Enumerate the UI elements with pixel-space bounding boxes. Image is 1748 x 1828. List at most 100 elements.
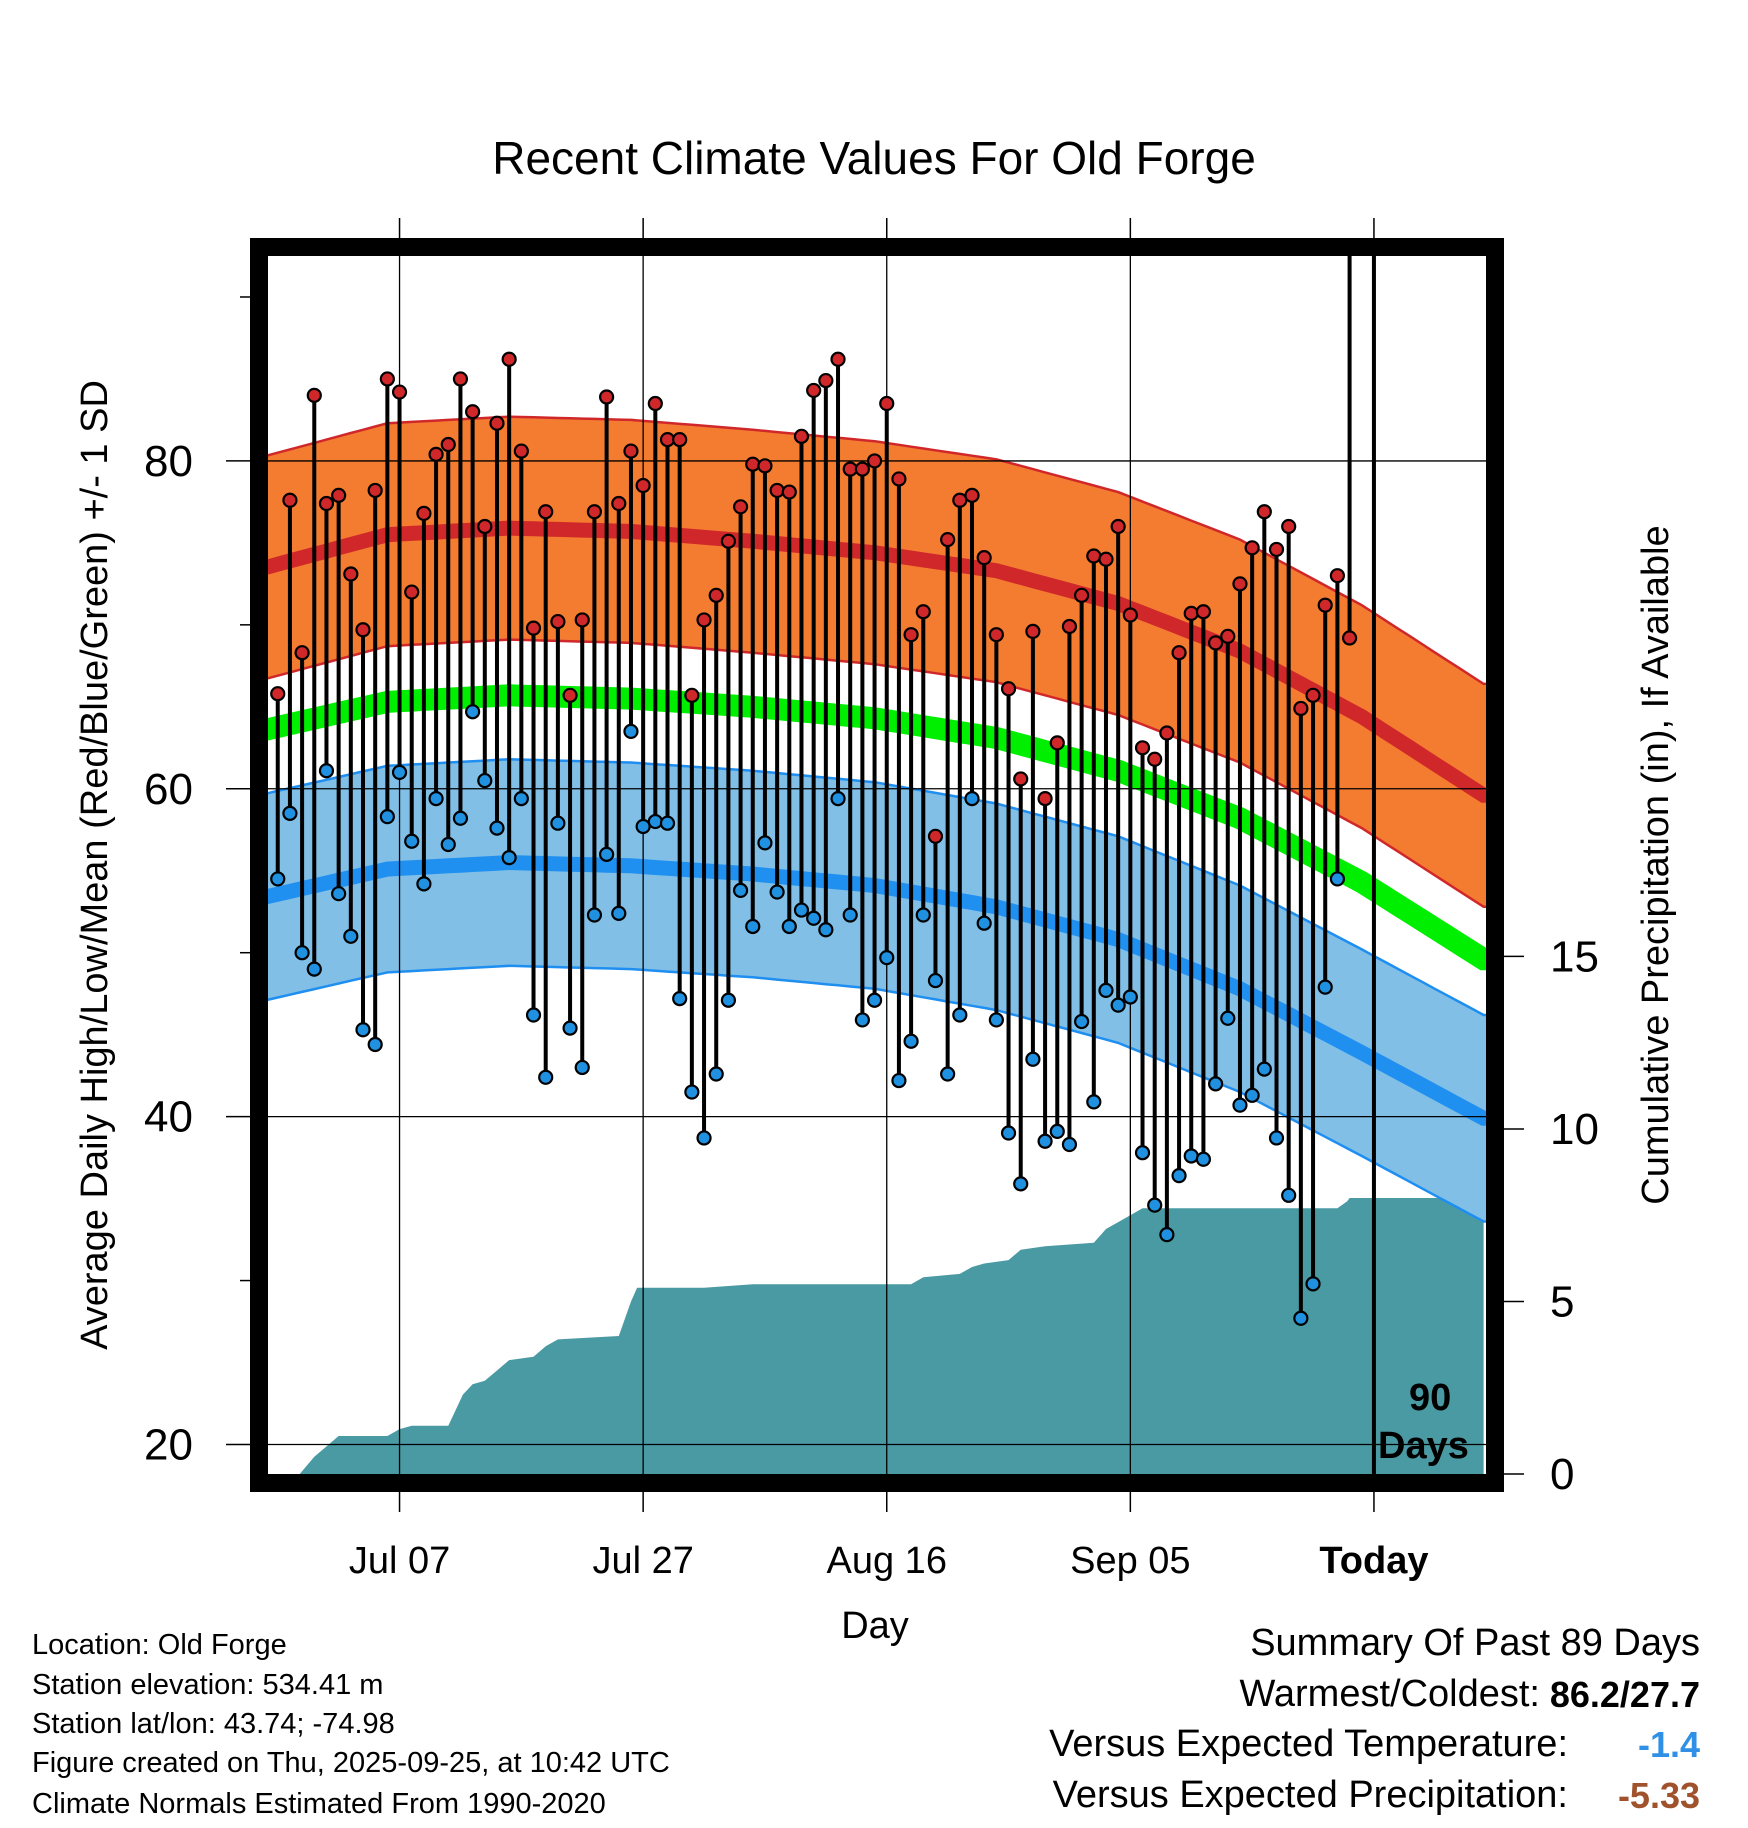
info-location: Location: Old Forge (32, 1629, 287, 1661)
low-temp-point (672, 991, 688, 1007)
low-temp-point (391, 764, 408, 780)
high-temp-point (769, 482, 785, 499)
y-tick-label: 60 (144, 765, 193, 814)
high-temp-point (501, 351, 517, 367)
low-temp-point (586, 907, 603, 923)
low-temp-point (379, 809, 395, 825)
low-temp-point (879, 950, 895, 966)
high-temp-point (452, 371, 469, 387)
high-temp-point (1159, 725, 1175, 741)
high-temp-point (1122, 607, 1138, 623)
high-temp-point (562, 687, 578, 703)
high-temp-point (1244, 540, 1260, 556)
high-temp-point (866, 453, 883, 469)
high-temp-point (976, 550, 992, 566)
x-tick-label: Jul 07 (349, 1540, 450, 1582)
high-temp-point (367, 482, 383, 499)
high-temp-point (294, 645, 310, 661)
low-temp-point (611, 905, 627, 921)
low-temp-point (964, 791, 980, 807)
low-temp-point (1061, 1136, 1078, 1153)
high-temp-point (550, 613, 566, 630)
low-temp-point (355, 1022, 371, 1038)
low-temp-point (1086, 1094, 1102, 1110)
high-temp-point (586, 504, 603, 520)
summary-precip-label: Versus Expected Precipitation: (1052, 1774, 1568, 1816)
y-axis-label: Average Daily High/Low/Mean (Red/Blue/Gr… (74, 380, 116, 1350)
low-temp-point (635, 818, 651, 835)
low-temp-point (732, 882, 749, 899)
y-tick-label: 80 (144, 437, 193, 486)
low-temp-point (940, 1066, 956, 1082)
high-temp-point (1000, 681, 1017, 697)
summary-temp-value: -1.4 (1637, 1724, 1700, 1765)
low-temp-point (866, 992, 883, 1008)
low-temp-point (659, 815, 676, 831)
y-tick-label: 40 (144, 1093, 193, 1142)
low-temp-point (343, 928, 359, 944)
low-temp-point (952, 1007, 968, 1023)
low-temp-point (1134, 1145, 1151, 1161)
high-temp-point (1281, 518, 1297, 535)
high-temp-point (830, 351, 846, 367)
low-temp-point (1244, 1087, 1260, 1103)
high-temp-point (1208, 635, 1224, 651)
high-temp-point (1147, 751, 1163, 767)
high-temp-point (927, 828, 944, 844)
y2-axis-label: Cumulative Precipitation (in), If Availa… (1635, 525, 1677, 1204)
high-temp-point (854, 461, 870, 477)
low-temp-point (1232, 1097, 1248, 1113)
y2-tick-label: 10 (1550, 1105, 1599, 1154)
low-sd-band (268, 759, 1486, 1222)
low-temp-point (489, 820, 505, 836)
high-temp-point (720, 533, 737, 549)
high-temp-point (806, 382, 822, 399)
high-temp-point (1049, 735, 1065, 751)
low-temp-point (562, 1020, 578, 1036)
high-temp-point (513, 443, 529, 459)
low-temp-point (1195, 1151, 1212, 1167)
summary-warmest-coldest-value: 86.2/27.7 (1549, 1674, 1700, 1715)
x-axis-label: Day (841, 1605, 909, 1647)
high-temp-point (708, 587, 724, 603)
low-normal-line (268, 854, 1486, 1126)
low-temp-point (781, 918, 797, 935)
low-temp-point (769, 884, 785, 900)
low-temp-point (525, 1007, 542, 1023)
high-temp-point (1195, 604, 1212, 620)
high-temp-point (891, 471, 907, 487)
high-temp-point (915, 604, 931, 620)
high-temp-point (903, 627, 919, 643)
chart-title: Recent Climate Values For Old Forge (492, 132, 1256, 184)
low-temp-point (903, 1033, 919, 1049)
low-temp-point (538, 1069, 554, 1085)
low-temp-point (465, 704, 481, 720)
low-temp-point (1147, 1197, 1163, 1213)
x-tick-label: Today (1319, 1540, 1428, 1582)
low-temp-point (745, 918, 761, 935)
low-temp-point (282, 805, 298, 821)
high-temp-point (988, 627, 1004, 643)
low-temp-point (270, 871, 286, 887)
high-temp-point (1220, 628, 1236, 644)
low-temp-point (842, 907, 858, 923)
low-temp-point (988, 1012, 1004, 1028)
high-temp-point (952, 492, 968, 508)
low-lower-edge (268, 964, 1486, 1223)
high-temp-point (1086, 548, 1102, 564)
low-temp-point (891, 1072, 907, 1089)
x-tick-label: Aug 16 (827, 1540, 947, 1582)
low-temp-point (1171, 1168, 1187, 1184)
info-latlon: Station lat/lon: 43.74; -74.98 (32, 1708, 395, 1740)
high-temp-point (964, 487, 980, 503)
low-temp-point (513, 791, 529, 807)
high-temp-point (1305, 687, 1321, 703)
plot-area (268, 256, 1486, 1474)
high-temp-point (745, 456, 761, 472)
summary-precip-value: -5.33 (1617, 1775, 1700, 1816)
high-temp-point (940, 531, 956, 548)
low-temp-point (294, 945, 310, 961)
x-tick-label: Jul 27 (592, 1540, 693, 1582)
high-temp-point (331, 487, 347, 503)
high-temp-point (318, 495, 335, 512)
